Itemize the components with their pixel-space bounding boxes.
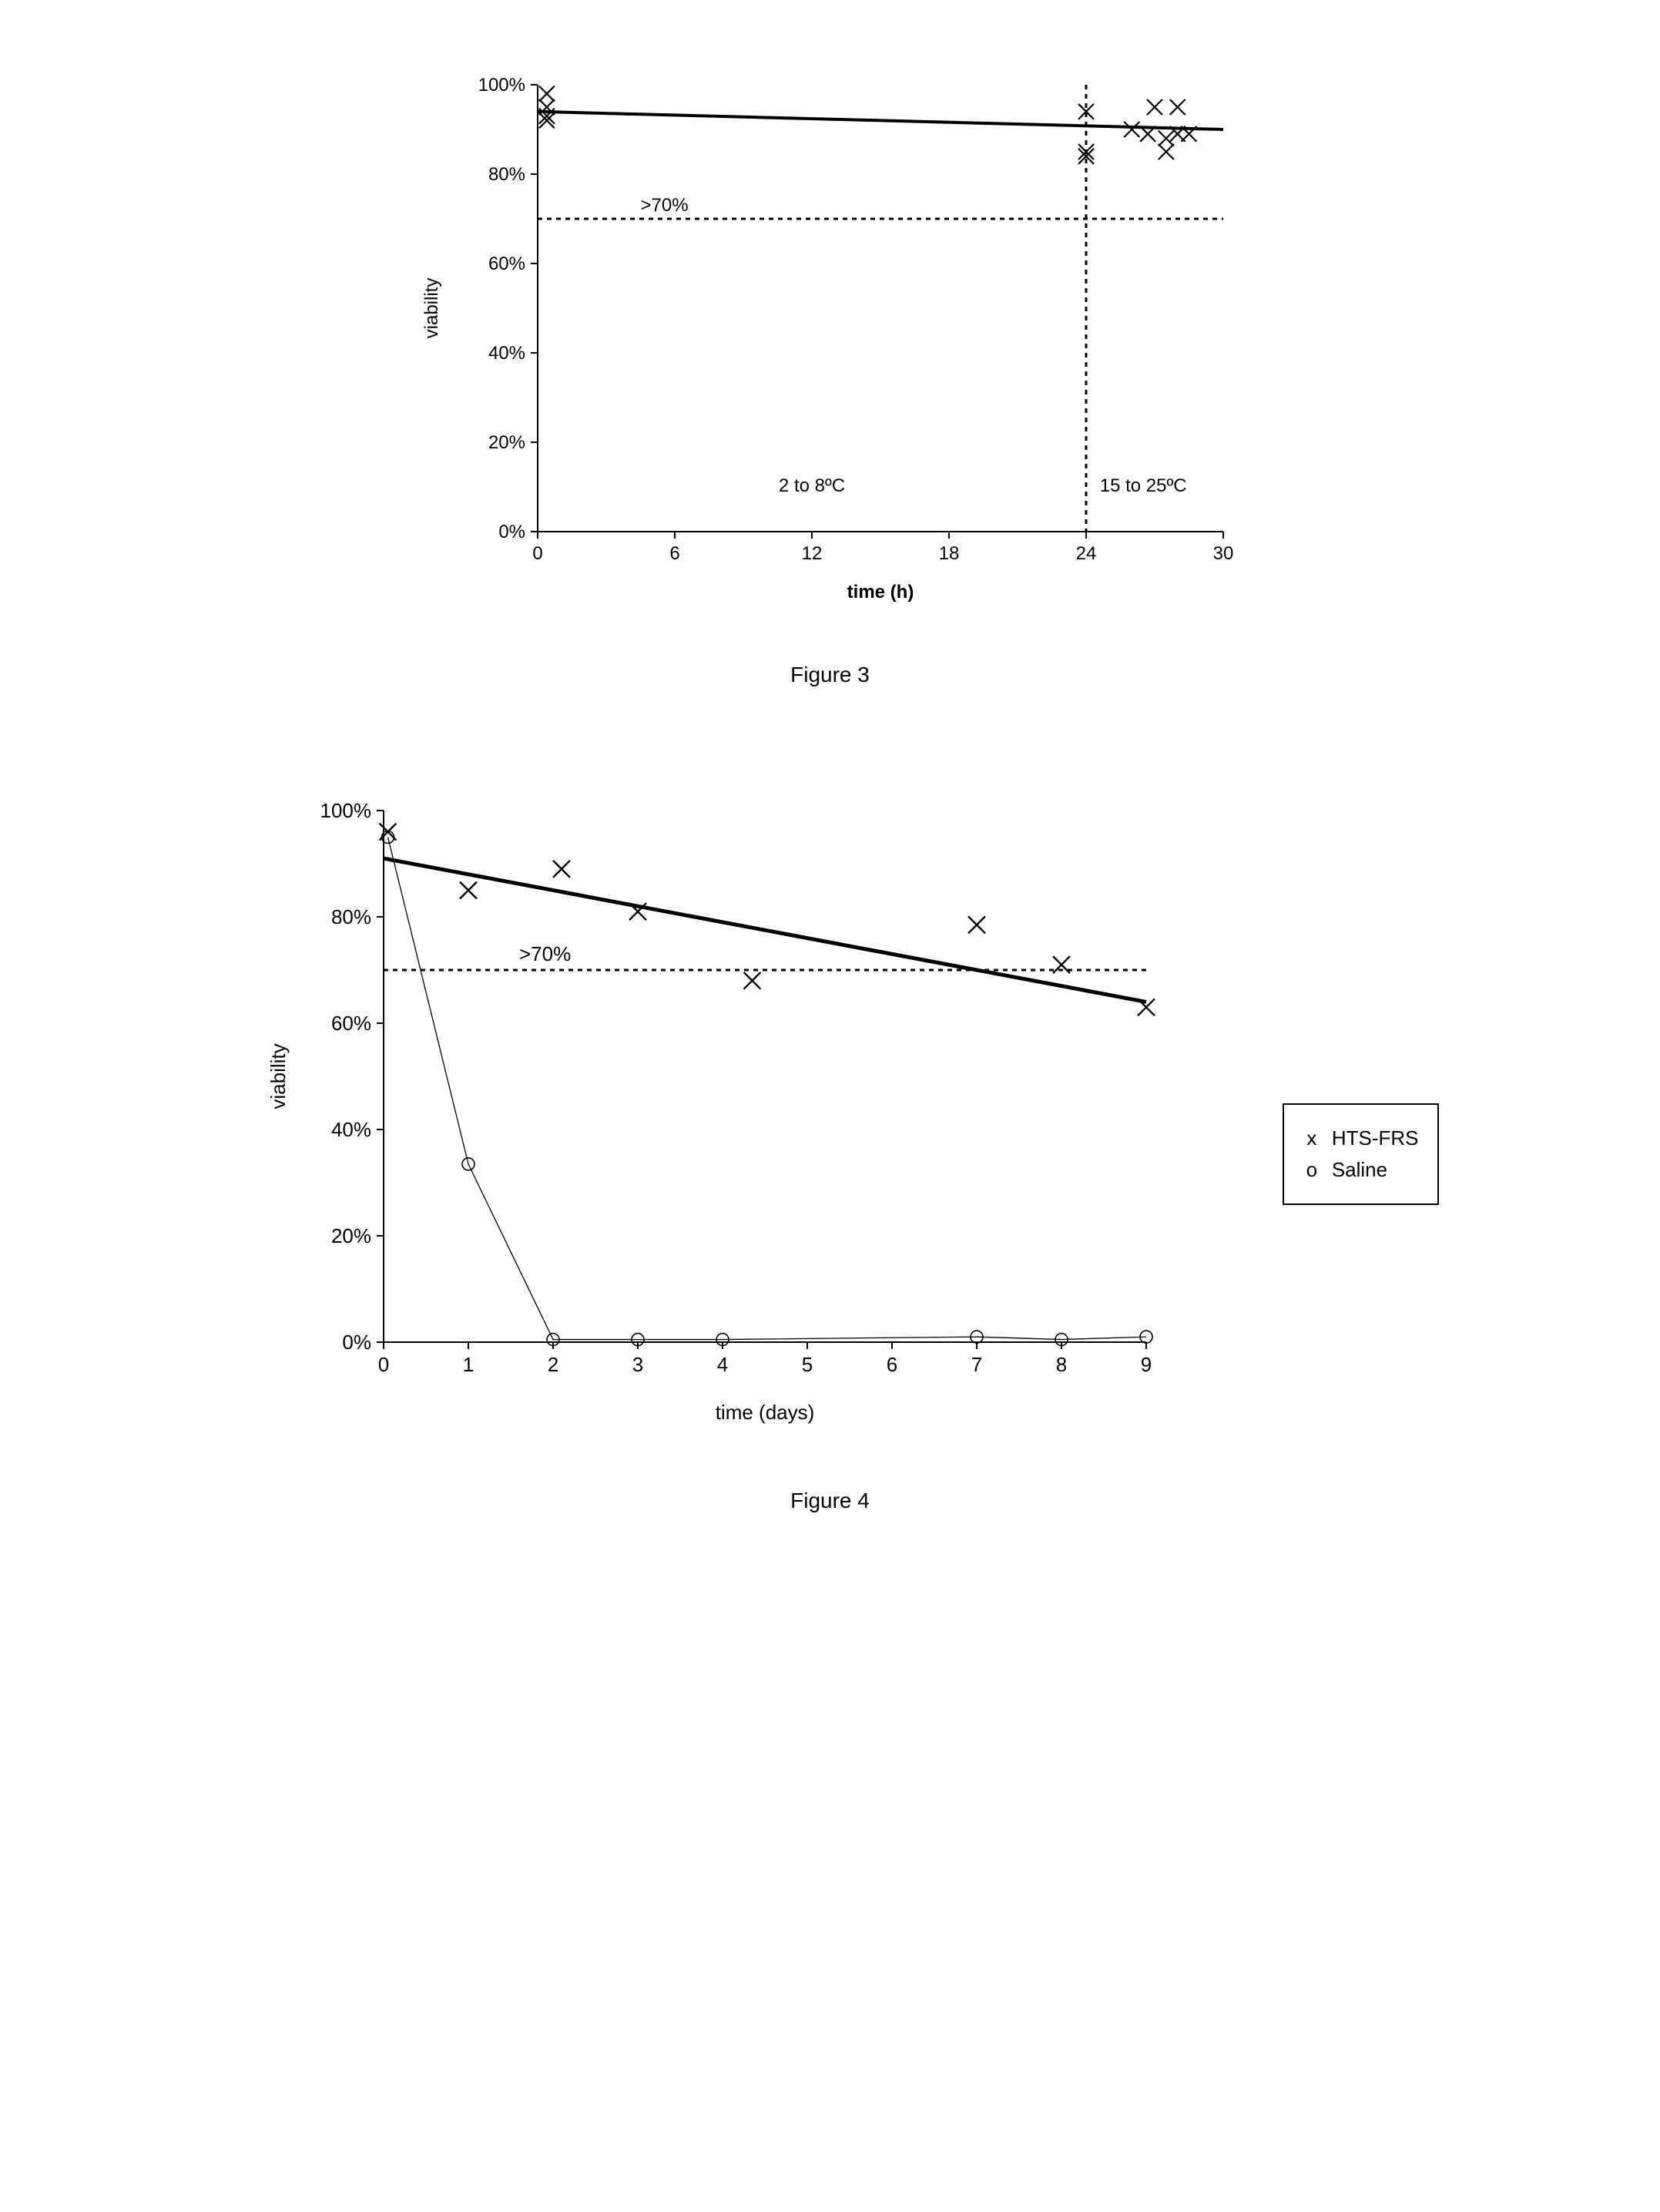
- svg-text:40%: 40%: [488, 343, 525, 364]
- svg-text:4: 4: [716, 1353, 727, 1376]
- svg-text:0%: 0%: [498, 522, 525, 542]
- svg-text:15 to 25ºC: 15 to 25ºC: [1099, 475, 1186, 496]
- x-marker-icon: x: [1303, 1126, 1321, 1150]
- legend-item: o Saline: [1303, 1158, 1419, 1182]
- svg-text:6: 6: [669, 543, 679, 564]
- svg-text:80%: 80%: [488, 164, 525, 185]
- svg-text:24: 24: [1075, 543, 1096, 564]
- svg-text:18: 18: [938, 543, 959, 564]
- svg-text:0: 0: [377, 1353, 388, 1376]
- figure-4: 0% 20% 40% 60% 80% 100% 0 1 2 3 4 5 6 7 8 9 time (days) v…: [253, 780, 1408, 1442]
- svg-text:30: 30: [1212, 543, 1233, 564]
- svg-text:>70%: >70%: [519, 942, 571, 965]
- svg-text:>70%: >70%: [640, 195, 688, 216]
- svg-text:viability: viability: [421, 278, 442, 339]
- svg-text:0%: 0%: [342, 1331, 371, 1354]
- figure-3-svg: 0% 20% 40% 60% 80% 100% 0 6 12 18 24 30 time (h) viab…: [407, 62, 1254, 616]
- legend-item: x HTS-FRS: [1303, 1126, 1419, 1150]
- o-marker-icon: o: [1303, 1158, 1321, 1182]
- svg-text:8: 8: [1055, 1353, 1066, 1376]
- svg-text:time (days): time (days): [715, 1401, 814, 1424]
- legend-label: Saline: [1332, 1158, 1387, 1182]
- figure-4-legend: x HTS-FRS o Saline: [1283, 1103, 1439, 1205]
- svg-text:60%: 60%: [330, 1012, 371, 1035]
- svg-text:80%: 80%: [330, 905, 371, 928]
- svg-text:20%: 20%: [330, 1224, 371, 1247]
- figure-4-svg: 0% 20% 40% 60% 80% 100% 0 1 2 3 4 5 6 7 8 9 time (days) v…: [253, 780, 1177, 1442]
- svg-text:7: 7: [971, 1353, 981, 1376]
- svg-text:time (h): time (h): [847, 582, 914, 603]
- svg-text:viability: viability: [267, 1043, 290, 1109]
- svg-text:0: 0: [532, 543, 542, 564]
- figure-4-caption: Figure 4: [214, 1489, 1447, 1513]
- svg-text:1: 1: [462, 1353, 473, 1376]
- legend-label: HTS-FRS: [1332, 1126, 1419, 1150]
- svg-text:60%: 60%: [488, 253, 525, 274]
- svg-text:9: 9: [1140, 1353, 1151, 1376]
- svg-text:6: 6: [886, 1353, 897, 1376]
- svg-text:5: 5: [801, 1353, 812, 1376]
- svg-text:100%: 100%: [478, 75, 525, 96]
- svg-text:2 to 8ºC: 2 to 8ºC: [778, 475, 844, 496]
- svg-text:40%: 40%: [330, 1118, 371, 1141]
- figure-3-caption: Figure 3: [214, 663, 1447, 687]
- svg-text:20%: 20%: [488, 432, 525, 453]
- svg-text:12: 12: [801, 543, 822, 564]
- svg-text:100%: 100%: [320, 799, 371, 822]
- svg-text:2: 2: [547, 1353, 558, 1376]
- figure-3: 0% 20% 40% 60% 80% 100% 0 6 12 18 24 30 time (h) viab…: [407, 62, 1254, 616]
- svg-text:3: 3: [632, 1353, 642, 1376]
